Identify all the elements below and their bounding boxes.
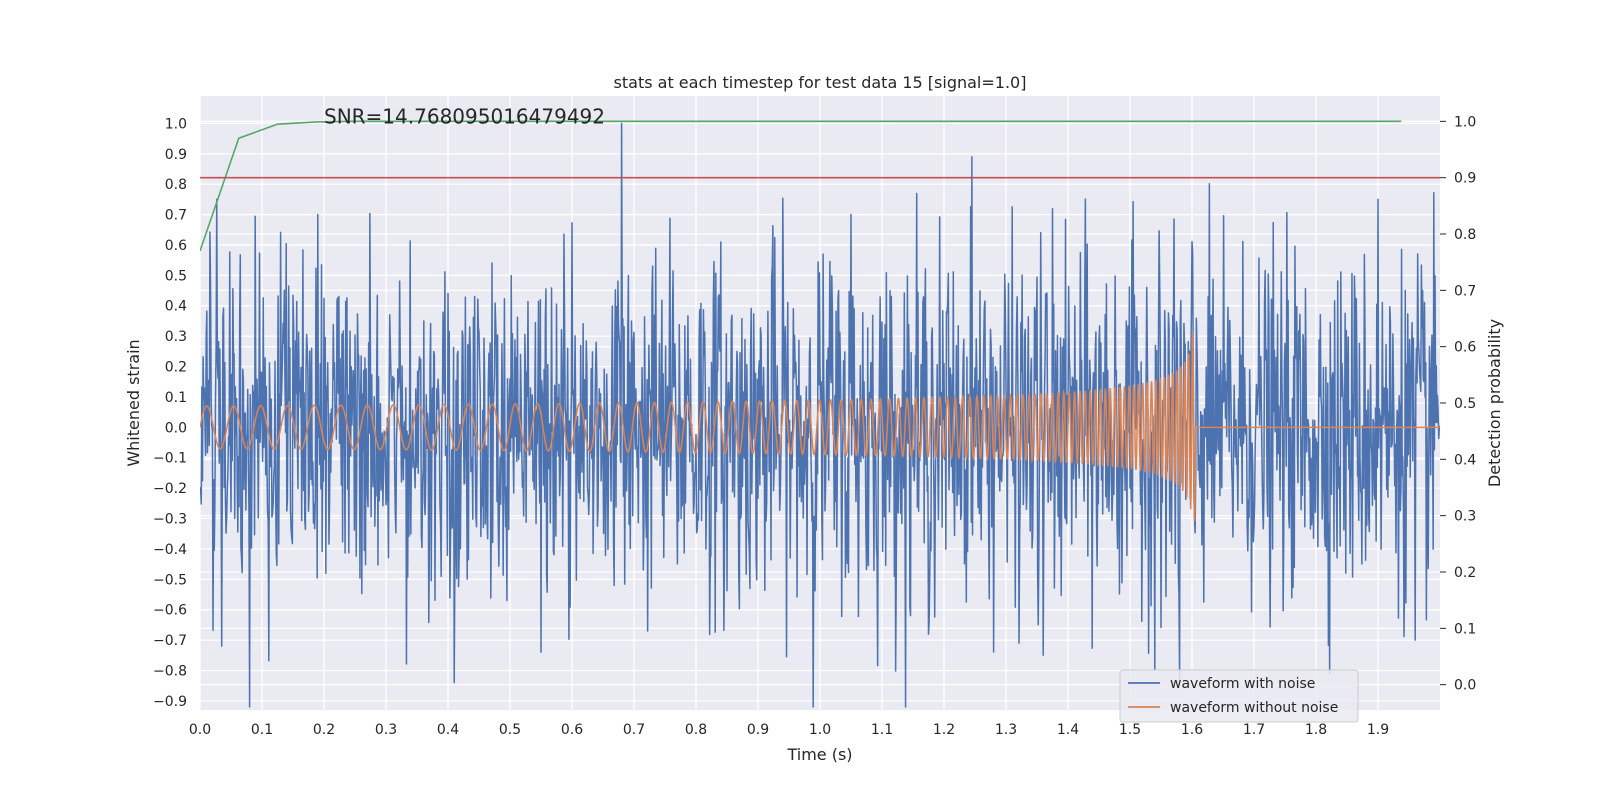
y-left-tick-label: 0.6 [165,238,187,254]
y-left-tick-label: −0.1 [153,451,187,467]
x-tick-label: 1.9 [1367,722,1389,738]
y-left-tick-label: −0.4 [153,542,187,558]
x-tick-label: 1.5 [1119,722,1141,738]
x-tick-label: 1.1 [871,722,893,738]
x-tick-label: 0.3 [375,722,397,738]
legend-label-noise: waveform with noise [1170,676,1315,692]
x-tick-label: 0.8 [685,722,707,738]
x-tick-label: 0.4 [437,722,459,738]
y-left-tick-label: 0.8 [165,177,187,193]
y-left-tick-label: 0.1 [165,390,187,406]
y-left-tick-label: 0.4 [165,299,187,315]
y-left-tick-label: 0.3 [165,329,187,345]
y-right-tick-label: 1.0 [1454,114,1476,130]
series-line-detection-probability [200,120,1402,252]
x-tick-label: 1.8 [1305,722,1327,738]
legend-box [1119,669,1359,723]
x-tick-label: 0.1 [251,722,273,738]
chart-title: stats at each timestep for test data 15 … [614,73,1027,92]
series-line-waveform-without-noise [200,332,1440,522]
y-left-tick-label: 0.0 [165,420,187,436]
y-right-tick-label: 0.1 [1454,621,1476,637]
y-right-tick-label: 0.5 [1454,396,1476,412]
y-left-tick-label: 0.2 [165,360,187,376]
x-tick-label: 0.6 [561,722,583,738]
y-left-tick-label: 0.5 [165,268,187,284]
y-right-tick-label: 0.8 [1454,227,1476,243]
y-right-tick-label: 0.7 [1454,283,1476,299]
y-left-tick-label: −0.2 [153,481,187,497]
x-tick-label: 0.9 [747,722,769,738]
y-left-tick-label: −0.9 [153,694,187,710]
y-left-tick-label: 1.0 [165,116,187,132]
x-axis-label: Time (s) [786,745,852,764]
x-tick-label: 1.0 [809,722,831,738]
x-tick-label: 0.5 [499,722,521,738]
y-left-tick-label: −0.6 [153,603,187,619]
y-left-tick-label: −0.5 [153,572,187,588]
x-tick-label: 0.2 [313,722,335,738]
x-tick-label: 1.2 [933,722,955,738]
y-axis-label-right: Detection probability [1485,319,1504,487]
y-right-tick-label: 0.3 [1454,509,1476,525]
series-layer [200,120,1440,708]
ticks: 0.0 0.1 0.2 0.3 0.4 0.5 0.6 0.7 0.8 0.9 1.0 1.1 1.2 1… [153,114,1476,738]
y-left-tick-label: −0.3 [153,512,187,528]
y-left-tick-label: 0.9 [165,147,187,163]
x-tick-label: 1.7 [1243,722,1265,738]
y-right-tick-label: 0.2 [1454,565,1476,581]
series-line-waveform-with-noise [200,122,1440,708]
y-right-tick-label: 0.0 [1454,678,1476,694]
y-left-tick-label: 0.7 [165,208,187,224]
x-tick-label: 1.3 [995,722,1017,738]
x-tick-label: 0.7 [623,722,645,738]
x-tick-label: 0.0 [189,722,211,738]
y-right-tick-label: 0.4 [1454,452,1476,468]
snr-annotation: SNR=14.768095016479492 [324,104,605,128]
x-tick-label: 1.6 [1181,722,1203,738]
y-axis-label-left: Whitened strain [124,339,143,466]
y-right-tick-label: 0.6 [1454,340,1476,356]
y-left-tick-label: −0.7 [153,633,187,649]
x-tick-label: 1.4 [1057,722,1079,738]
legend-label-clean: waveform without noise [1170,700,1338,716]
y-left-tick-label: −0.8 [153,663,187,679]
y-right-tick-label: 0.9 [1454,171,1476,187]
legend: waveform with noise waveform without noi… [1119,669,1359,723]
